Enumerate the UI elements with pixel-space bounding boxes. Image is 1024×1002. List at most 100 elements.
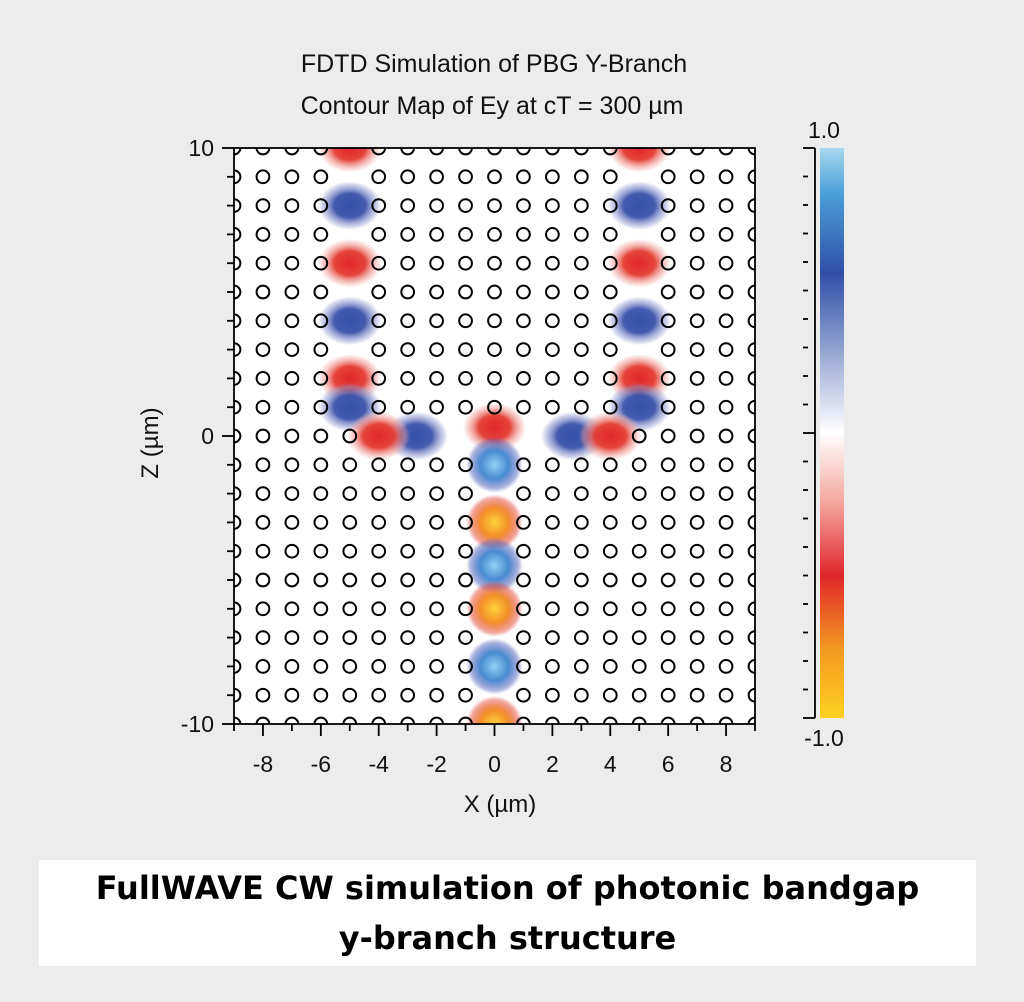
x-axis-label: X (µm) [464, 791, 536, 818]
photonic-rod [545, 659, 560, 674]
photonic-rod [429, 371, 444, 386]
photonic-rod [313, 428, 329, 444]
photonic-rod [313, 601, 329, 617]
y-tick-label: 10 [188, 135, 214, 161]
photonic-rod [602, 601, 618, 617]
photonic-rod [689, 572, 705, 588]
photonic-rod [371, 659, 387, 674]
photonic-rod [602, 572, 618, 588]
photonic-rod [313, 630, 329, 645]
photonic-rod [516, 169, 531, 185]
photonic-rod [429, 198, 444, 213]
photonic-rod [689, 284, 705, 300]
photonic-rod [371, 342, 387, 357]
photonic-rod [400, 255, 416, 271]
y-tick-label: 0 [201, 423, 214, 449]
photonic-rod [284, 515, 300, 530]
photonic-rod [255, 255, 271, 271]
photonic-rod [689, 371, 705, 386]
photonic-rod [660, 687, 676, 703]
photonic-rod [429, 543, 444, 559]
photonic-rod [400, 572, 416, 588]
photonic-rod [458, 687, 473, 703]
photonic-rod [400, 148, 416, 156]
photonic-rod [718, 572, 734, 588]
photonic-rod [371, 148, 387, 156]
photonic-rod [234, 169, 242, 185]
photonic-rod [429, 572, 444, 588]
photonic-rod [313, 227, 329, 242]
photonic-rod [602, 227, 618, 242]
photonic-rod [313, 659, 329, 674]
photonic-rod [342, 687, 358, 703]
photonic-rod [400, 313, 416, 329]
photonic-rod [342, 601, 358, 617]
photonic-rod [458, 515, 473, 530]
photonic-rod [255, 399, 271, 415]
photonic-rod [487, 371, 502, 386]
photonic-rod [284, 601, 300, 617]
photonic-rod [234, 515, 242, 530]
photonic-rod [234, 399, 242, 415]
photonic-rod [718, 687, 734, 703]
photonic-rod [371, 486, 387, 501]
photonic-rod [400, 284, 416, 300]
photonic-rod [458, 255, 473, 271]
photonic-rod [284, 572, 300, 588]
photonic-rod [516, 313, 531, 329]
photonic-rod [342, 428, 358, 444]
photonic-rod [400, 342, 416, 357]
photonic-rod [313, 486, 329, 501]
photonic-rod [284, 255, 300, 271]
photonic-rod [573, 572, 589, 588]
photonic-rod [660, 371, 676, 386]
photonic-rod [602, 515, 618, 530]
field-lobe [466, 638, 523, 695]
photonic-rod [631, 486, 647, 501]
photonic-rod [429, 313, 444, 329]
photonic-rod [255, 371, 271, 386]
y-axis-label: Z (µm) [137, 407, 164, 478]
x-tick-label: -8 [253, 751, 273, 777]
photonic-rod [573, 687, 589, 703]
photonic-rod [545, 399, 560, 415]
photonic-rod [234, 543, 242, 559]
colorbar-min-label: -1.0 [804, 725, 844, 751]
photonic-rod [429, 148, 444, 156]
photonic-rod [660, 342, 676, 357]
photonic-rod [689, 659, 705, 674]
photonic-rod [631, 630, 647, 645]
photonic-rod [313, 169, 329, 185]
photonic-rod [660, 543, 676, 559]
photonic-rod [631, 543, 647, 559]
photonic-rod [545, 148, 560, 156]
photonic-rod [718, 543, 734, 559]
photonic-rod [602, 313, 618, 329]
photonic-rod [284, 313, 300, 329]
photonic-rod [487, 284, 502, 300]
photonic-rod [545, 543, 560, 559]
photonic-rod [545, 255, 560, 271]
photonic-rod [371, 399, 387, 415]
photonic-rod [429, 630, 444, 645]
photonic-rod [573, 601, 589, 617]
photonic-rod [458, 198, 473, 213]
photonic-rod [718, 227, 734, 242]
photonic-rod [234, 342, 242, 357]
photonic-rod [255, 687, 271, 703]
photonic-rod [545, 572, 560, 588]
photonic-rod [689, 601, 705, 617]
photonic-rod [660, 630, 676, 645]
photonic-rod [545, 227, 560, 242]
photonic-rod [545, 601, 560, 617]
photonic-rod [284, 687, 300, 703]
photonic-rod [255, 457, 271, 473]
photonic-rod [400, 198, 416, 213]
photonic-rod [718, 284, 734, 300]
photonic-rod [313, 457, 329, 473]
photonic-rod [458, 399, 473, 415]
photonic-rod [602, 169, 618, 185]
y-axis: 10 0 -10 [181, 135, 234, 737]
photonic-rod [545, 342, 560, 357]
photonic-rod [458, 169, 473, 185]
